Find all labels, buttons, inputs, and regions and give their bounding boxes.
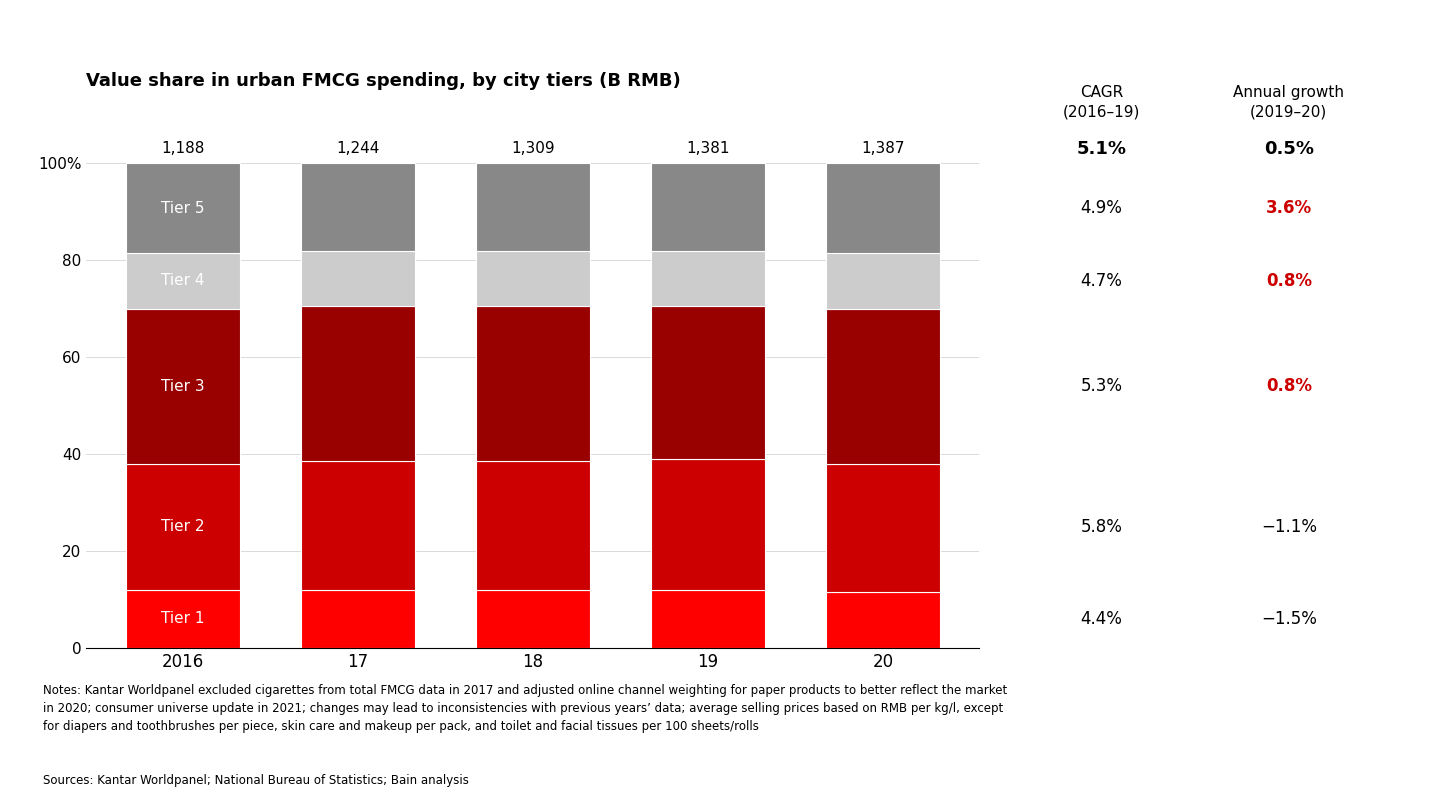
Text: Value share in urban FMCG spending, by city tiers (B RMB): Value share in urban FMCG spending, by c… bbox=[86, 72, 681, 90]
Text: Annual growth
(2019–20): Annual growth (2019–20) bbox=[1233, 85, 1345, 120]
Bar bbox=[475, 164, 590, 250]
Text: 1,381: 1,381 bbox=[685, 141, 730, 156]
Text: 4.9%: 4.9% bbox=[1080, 199, 1123, 217]
Bar bbox=[651, 590, 765, 648]
Text: −1.5%: −1.5% bbox=[1261, 610, 1316, 628]
Bar bbox=[827, 592, 940, 648]
Text: 1,387: 1,387 bbox=[861, 141, 904, 156]
Bar bbox=[827, 309, 940, 464]
Bar bbox=[651, 306, 765, 459]
Text: 5.8%: 5.8% bbox=[1080, 518, 1123, 536]
Bar bbox=[827, 464, 940, 592]
Text: 0.5%: 0.5% bbox=[1264, 140, 1313, 158]
Bar bbox=[827, 253, 940, 309]
Bar bbox=[125, 253, 239, 309]
Bar bbox=[651, 250, 765, 306]
Bar bbox=[475, 462, 590, 590]
Text: 3.6%: 3.6% bbox=[1266, 199, 1312, 217]
Bar bbox=[827, 164, 940, 253]
Bar bbox=[475, 306, 590, 462]
Bar bbox=[125, 309, 239, 464]
Bar bbox=[301, 590, 415, 648]
Text: 0.8%: 0.8% bbox=[1266, 377, 1312, 395]
Bar bbox=[301, 164, 415, 250]
Text: 5.1%: 5.1% bbox=[1077, 140, 1126, 158]
Text: 4.4%: 4.4% bbox=[1080, 610, 1123, 628]
Text: Notes: Kantar Worldpanel excluded cigarettes from total FMCG data in 2017 and ad: Notes: Kantar Worldpanel excluded cigare… bbox=[43, 684, 1008, 733]
Text: 1,188: 1,188 bbox=[161, 141, 204, 156]
Text: −1.1%: −1.1% bbox=[1261, 518, 1316, 536]
Bar bbox=[125, 590, 239, 648]
Text: Tier 1: Tier 1 bbox=[161, 612, 204, 626]
Text: Tier 5: Tier 5 bbox=[161, 201, 204, 215]
Text: Sources: Kantar Worldpanel; National Bureau of Statistics; Bain analysis: Sources: Kantar Worldpanel; National Bur… bbox=[43, 774, 469, 787]
Bar bbox=[475, 590, 590, 648]
Bar bbox=[651, 164, 765, 250]
Bar bbox=[651, 459, 765, 590]
Text: Tier 3: Tier 3 bbox=[161, 379, 204, 394]
Bar bbox=[301, 250, 415, 306]
Bar bbox=[475, 250, 590, 306]
Text: 1,244: 1,244 bbox=[336, 141, 379, 156]
Bar bbox=[301, 462, 415, 590]
Text: Tier 4: Tier 4 bbox=[161, 274, 204, 288]
Text: 5.3%: 5.3% bbox=[1080, 377, 1123, 395]
Text: Tier 2: Tier 2 bbox=[161, 519, 204, 535]
Text: CAGR
(2016–19): CAGR (2016–19) bbox=[1063, 85, 1140, 120]
Text: 0.8%: 0.8% bbox=[1266, 272, 1312, 290]
Bar bbox=[301, 306, 415, 462]
Text: 4.7%: 4.7% bbox=[1080, 272, 1123, 290]
Bar bbox=[125, 464, 239, 590]
Text: 1,309: 1,309 bbox=[511, 141, 554, 156]
Bar bbox=[125, 164, 239, 253]
